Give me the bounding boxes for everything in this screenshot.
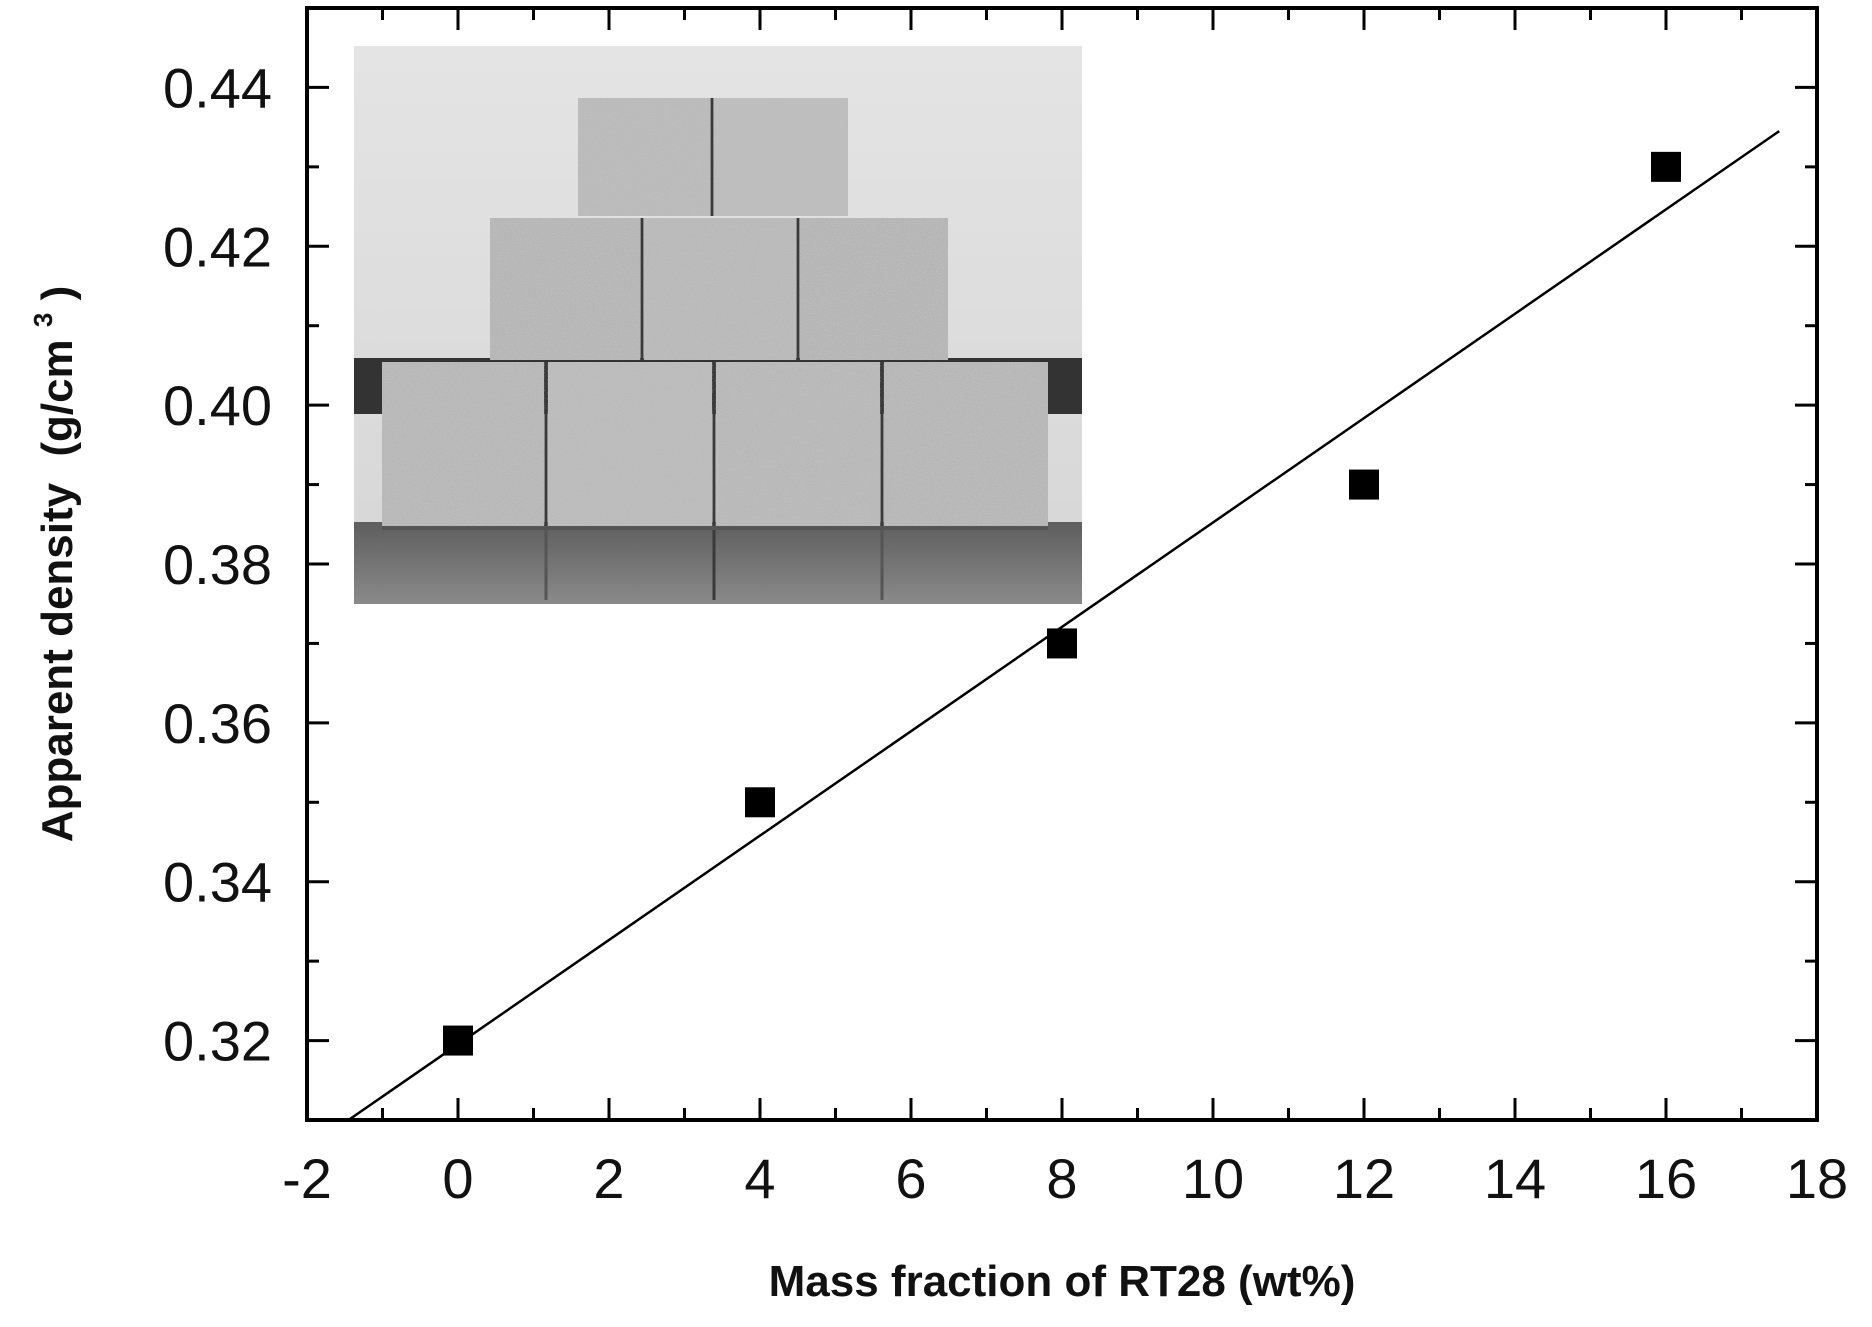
y-tick-label: 0.34 bbox=[163, 851, 272, 914]
y-tick-label: 0.42 bbox=[163, 215, 272, 278]
x-tick-label: 4 bbox=[744, 1147, 775, 1210]
y-axis-title-line: Apparent density (g/cm 3 ) bbox=[13, 286, 82, 843]
x-tick-label: 12 bbox=[1333, 1147, 1395, 1210]
data-point bbox=[443, 1025, 473, 1056]
fit-line-group bbox=[347, 130, 1780, 1122]
y-tick-label: 0.32 bbox=[163, 1010, 272, 1073]
y-tick-label: 0.40 bbox=[163, 374, 272, 437]
x-tick-label: 18 bbox=[1786, 1147, 1848, 1210]
y-axis-unit-close: ) bbox=[33, 286, 82, 301]
x-axis-title: Mass fraction of RT28 (wt%) bbox=[769, 1257, 1356, 1306]
y-axis-ticks bbox=[307, 6, 1817, 1122]
x-tick-label: 2 bbox=[593, 1147, 624, 1210]
data-point bbox=[1349, 469, 1379, 500]
x-tick-label: 8 bbox=[1046, 1147, 1077, 1210]
x-tick-label: -2 bbox=[282, 1147, 332, 1210]
data-point bbox=[1047, 628, 1077, 659]
x-axis-tick-labels: -2 0 2 4 6 8 10 12 14 16 18 bbox=[282, 1147, 1848, 1210]
data-point bbox=[1651, 151, 1681, 182]
y-tick-label: 0.38 bbox=[163, 533, 272, 596]
y-axis-unit-sup: 3 bbox=[28, 313, 58, 327]
x-tick-label: 0 bbox=[442, 1147, 473, 1210]
x-tick-label: 10 bbox=[1182, 1147, 1244, 1210]
y-tick-label: 0.44 bbox=[163, 56, 272, 119]
x-tick-label: 6 bbox=[895, 1147, 926, 1210]
data-point bbox=[745, 787, 775, 818]
linear-fit-line bbox=[347, 130, 1780, 1122]
y-axis-title: Apparent density bbox=[33, 482, 82, 842]
x-axis-ticks bbox=[305, 8, 1819, 1120]
y-axis-tick-labels: 0.32 0.34 0.36 0.38 0.40 0.42 0.44 bbox=[163, 56, 272, 1072]
x-tick-label: 16 bbox=[1635, 1147, 1697, 1210]
inset-blocks bbox=[382, 98, 1048, 600]
y-axis-title-group: Apparent density (g/cm 3 ) bbox=[13, 286, 82, 843]
y-axis-unit: (g/cm bbox=[33, 339, 82, 456]
y-tick-label: 0.36 bbox=[163, 692, 272, 755]
x-tick-label: 14 bbox=[1484, 1147, 1546, 1210]
inset-photo bbox=[354, 46, 1082, 604]
data-points bbox=[443, 151, 1681, 1056]
